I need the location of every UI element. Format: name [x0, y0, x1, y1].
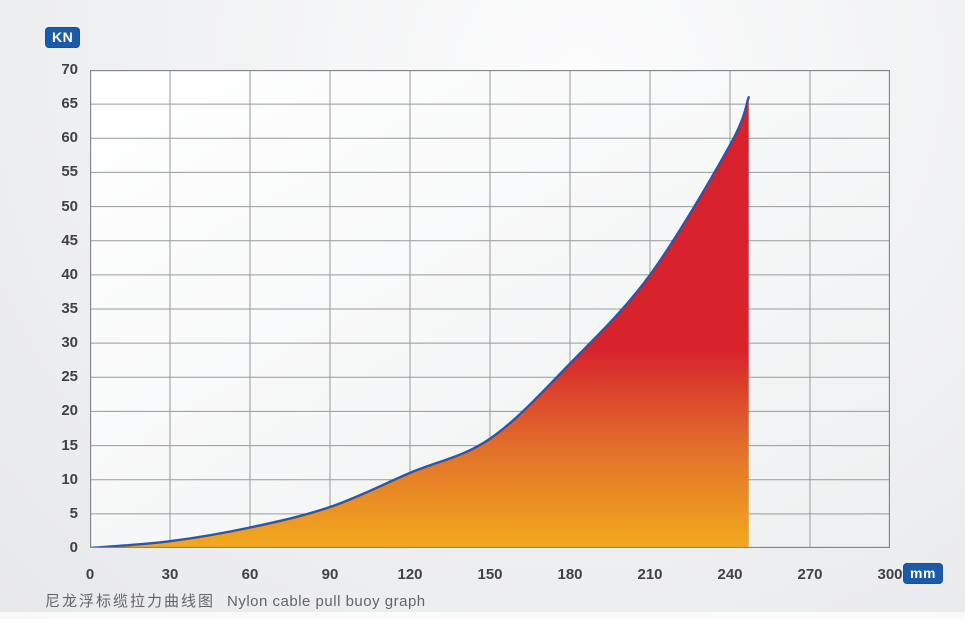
caption-english: Nylon cable pull buoy graph — [227, 593, 426, 610]
x-tick-label: 0 — [85, 566, 95, 583]
y-tick-label: 65 — [61, 95, 78, 113]
area-fill — [90, 97, 749, 548]
footer-strip — [0, 612, 965, 619]
x-tick-label: 30 — [161, 566, 179, 583]
y-tick-label: 30 — [61, 334, 78, 352]
chart-caption: 尼龙浮标缆拉力曲线图 Nylon cable pull buoy graph — [45, 590, 426, 611]
x-tick-label: 210 — [637, 566, 663, 583]
y-tick-label: 55 — [61, 163, 78, 181]
y-tick-label: 20 — [61, 402, 78, 420]
y-tick-label: 0 — [69, 539, 78, 556]
x-tick-label: 150 — [477, 566, 503, 583]
y-tick-label: 40 — [61, 265, 78, 283]
caption-chinese: 尼龙浮标缆拉力曲线图 — [45, 593, 216, 610]
y-tick-label: 60 — [61, 129, 78, 147]
y-tick-label: 10 — [61, 470, 78, 488]
x-tick-label: 120 — [397, 566, 423, 583]
plot-border — [90, 70, 890, 548]
y-tick-label: 5 — [69, 504, 78, 522]
y-tick-label: 70 — [61, 61, 78, 78]
y-tick-label: 15 — [61, 436, 78, 454]
x-tick-label: 270 — [797, 566, 823, 583]
x-tick-label: 180 — [557, 566, 583, 583]
x-unit-badge: mm — [903, 563, 943, 584]
y-tick-label: 35 — [61, 300, 78, 317]
y-tick-label: 50 — [61, 197, 78, 215]
x-tick-label: 90 — [321, 566, 339, 583]
y-unit-badge: KN — [45, 27, 81, 48]
tension-curve-line — [90, 96, 750, 548]
x-tick-label: 300 — [877, 566, 903, 583]
y-tick-label: 25 — [61, 368, 78, 386]
y-tick-label: 45 — [61, 231, 78, 249]
x-tick-label: 240 — [717, 566, 743, 583]
chart-plot-area — [90, 70, 890, 548]
x-tick-label: 60 — [241, 566, 259, 583]
